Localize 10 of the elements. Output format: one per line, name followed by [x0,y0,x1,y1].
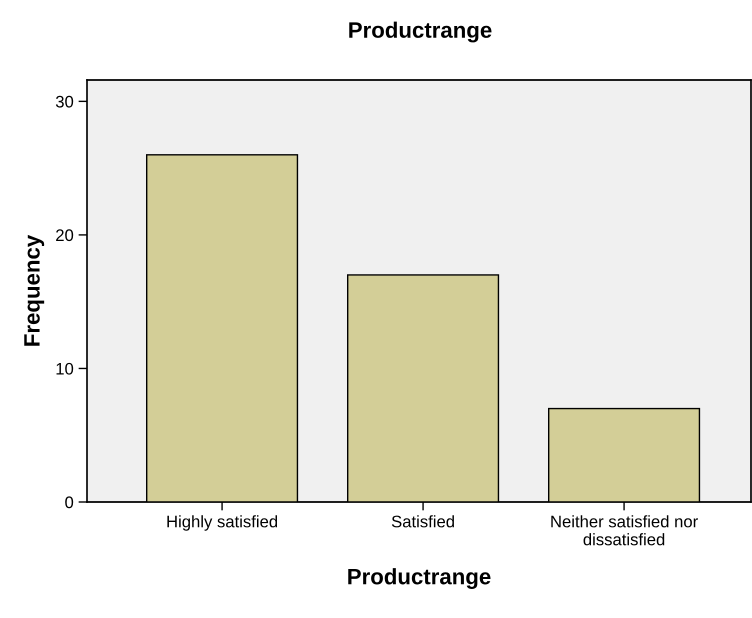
x-tick-label: Highly satisfied [167,515,278,531]
chart-title: Productrange [349,22,492,42]
x-tick-label: Neither satisfied nor dissatisfied [551,515,698,546]
x-axis-title: Productrange [348,568,490,589]
y-tick-label: 30 [56,96,74,108]
y-tick-label: 20 [56,229,74,242]
y-tick-label: 0 [65,496,74,508]
x-tick-label: Satisfied [392,515,454,528]
y-axis-title: Frequency [24,234,44,346]
y-tick-label: 10 [56,362,74,375]
